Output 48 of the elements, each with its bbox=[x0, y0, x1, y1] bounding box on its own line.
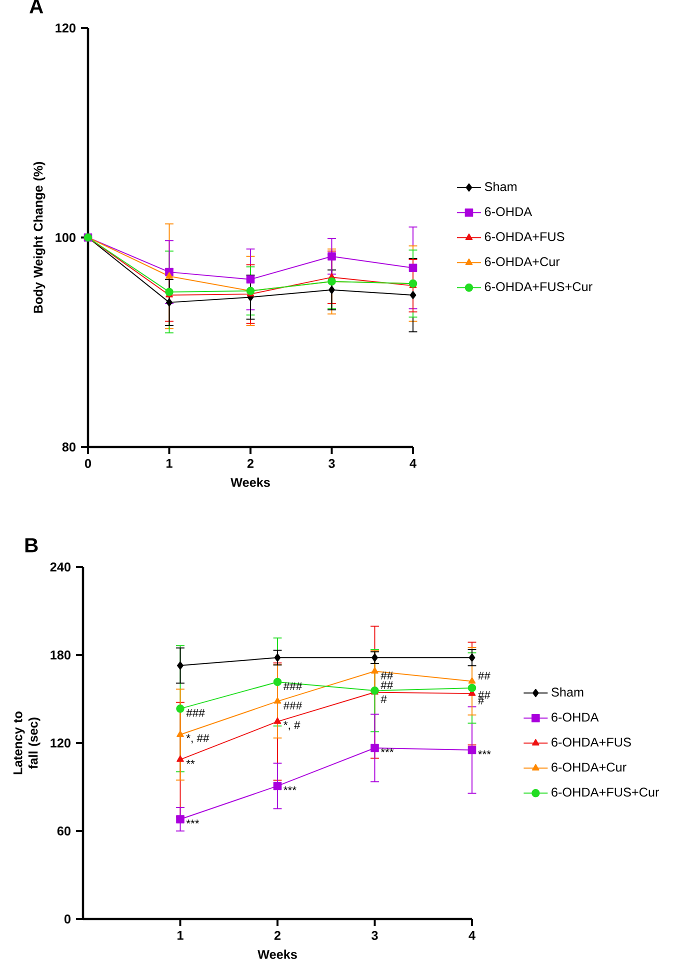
x-tick-label: 4 bbox=[468, 930, 476, 940]
annotation: ** bbox=[186, 760, 195, 764]
x-tick-label: 1 bbox=[178, 930, 184, 940]
x-tick-label: 2 bbox=[274, 930, 281, 940]
annotation: *** bbox=[380, 748, 394, 752]
annotation: *, # bbox=[284, 721, 300, 730]
annotation: ## bbox=[380, 681, 394, 689]
x-tick-label: 4 bbox=[410, 458, 416, 468]
legend-label: 6-OHDA+FUS+Cur bbox=[484, 282, 592, 292]
chart-title: B bbox=[25, 538, 38, 552]
legend-label: 6-OHDA+Cur bbox=[484, 257, 560, 266]
y-tick-label: 0 bbox=[64, 914, 70, 924]
y-tick-label: 60 bbox=[57, 826, 70, 836]
x-tick-label: 1 bbox=[166, 458, 172, 468]
annotation: ### bbox=[186, 709, 205, 717]
annotation: *** bbox=[478, 750, 491, 754]
legend-label: 6-OHDA+FUS bbox=[484, 232, 564, 242]
annotation: *, ## bbox=[186, 734, 210, 744]
annotation: ## bbox=[478, 672, 490, 680]
legend-label: 6-OHDA bbox=[484, 207, 532, 216]
annotation: # bbox=[380, 695, 387, 704]
annotation: ## bbox=[478, 691, 490, 699]
annotation: *** bbox=[284, 786, 296, 790]
x-axis-title: Weeks bbox=[230, 478, 270, 487]
legend-label: 6-OHDA+FUS bbox=[552, 738, 631, 747]
y-tick-label: 180 bbox=[50, 650, 70, 660]
y-tick-label: 120 bbox=[56, 24, 76, 32]
annotation: ### bbox=[283, 682, 302, 690]
y-axis-title: Latency to fall (sec) bbox=[13, 712, 40, 774]
legend-label: Sham bbox=[552, 687, 584, 697]
annotation: ### bbox=[283, 702, 302, 710]
y-tick-label: 100 bbox=[56, 233, 76, 242]
annotation: *** bbox=[186, 820, 200, 824]
legend-label: 6-OHDA+Cur bbox=[552, 762, 626, 772]
legend-label: 6-OHDA+FUS+Cur bbox=[552, 788, 660, 797]
x-tick-label: 2 bbox=[247, 458, 254, 468]
y-axis-title: Body Weight Change (%) bbox=[33, 162, 46, 313]
x-tick-label: 0 bbox=[84, 458, 92, 468]
legend-label: 6-OHDA bbox=[552, 712, 599, 722]
x-tick-label: 3 bbox=[372, 930, 378, 940]
annotation: # bbox=[478, 696, 484, 704]
annotation: ## bbox=[380, 672, 394, 680]
y-tick-label: 240 bbox=[50, 562, 70, 572]
x-axis-title: Weeks bbox=[258, 950, 297, 959]
y-tick-label: 120 bbox=[50, 738, 70, 748]
legend-label: Sham bbox=[484, 182, 516, 192]
y-tick-label: 80 bbox=[62, 442, 76, 452]
x-tick-label: 3 bbox=[328, 458, 335, 468]
